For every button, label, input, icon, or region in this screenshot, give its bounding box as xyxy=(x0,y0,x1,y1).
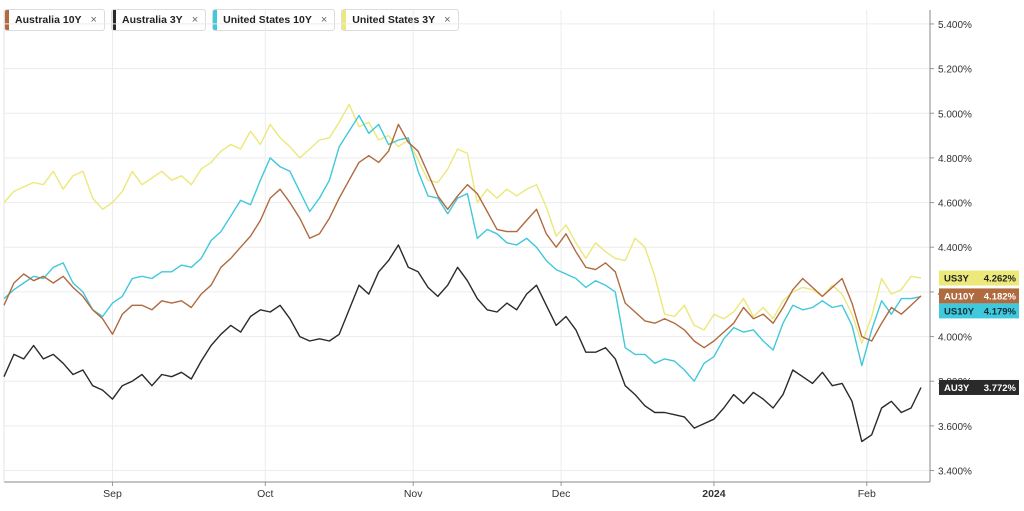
legend-chip[interactable]: United States 10Y × xyxy=(212,9,336,31)
close-icon[interactable]: × xyxy=(191,14,199,26)
y-tick-label: 4.800% xyxy=(938,154,972,165)
tag-background xyxy=(939,270,1019,286)
tag-last-value: 4.179% xyxy=(984,306,1017,317)
series-line-au10y xyxy=(3,123,922,349)
tag-last-value: 4.182% xyxy=(984,291,1017,302)
legend-swatch xyxy=(111,10,116,30)
last-value-tags: US3Y 4.262% AU10Y 4.182% US10Y 4.179% AU3Y 3.77… xyxy=(939,270,1019,395)
close-icon[interactable]: × xyxy=(320,14,328,26)
gridlines xyxy=(4,10,930,482)
axes: 3.400%3.600%3.800%4.000%4.200%4.400%4.60… xyxy=(3,10,972,500)
last-value-tag-au3y: AU3Y 3.772% xyxy=(939,379,1019,395)
tag-series-name: US3Y xyxy=(944,274,969,285)
legend-label: Australia 10Y xyxy=(15,14,82,26)
x-tick-label: 2024 xyxy=(702,488,726,500)
series-line-us10y xyxy=(3,114,922,382)
x-tick-label: Sep xyxy=(103,488,122,500)
series-lines xyxy=(3,103,922,443)
close-icon[interactable]: × xyxy=(444,14,451,26)
legend-chip[interactable]: Australia 10Y × xyxy=(4,9,105,31)
last-value-tag-us10y: US10Y 4.179% xyxy=(939,303,1019,319)
y-tick-label: 4.000% xyxy=(938,333,972,344)
y-tick-label: 5.400% xyxy=(938,20,972,31)
tag-series-name: US10Y xyxy=(944,306,975,317)
close-icon[interactable]: × xyxy=(90,14,97,26)
last-value-tag-us3y: US3Y 4.262% xyxy=(939,270,1019,286)
series-line-au3y xyxy=(3,244,922,443)
legend-label: United States 3Y xyxy=(352,14,436,26)
x-tick-label: Nov xyxy=(404,488,423,500)
legend-swatch xyxy=(213,10,218,30)
legend-label: United States 10Y xyxy=(223,14,312,26)
y-tick-label: 3.600% xyxy=(938,422,972,433)
y-tick-label: 3.400% xyxy=(938,467,972,478)
y-tick-label: 5.200% xyxy=(938,65,972,76)
legend-swatch xyxy=(342,10,347,30)
tag-last-value: 4.262% xyxy=(984,274,1017,285)
x-tick-label: Oct xyxy=(257,488,273,500)
x-tick-label: Feb xyxy=(858,488,876,500)
legend-swatch xyxy=(5,10,9,30)
last-value-tag-au10y: AU10Y 4.182% xyxy=(939,288,1019,304)
chart-legend: Australia 10Y × Australia 3Y × United States… xyxy=(4,9,459,31)
legend-chip[interactable]: United States 3Y × xyxy=(341,9,459,31)
series-line-us3y xyxy=(3,103,922,344)
tag-last-value: 3.772% xyxy=(984,383,1017,394)
tag-series-name: AU10Y xyxy=(944,291,975,302)
y-tick-label: 5.000% xyxy=(938,109,972,120)
tag-background xyxy=(939,303,1019,319)
tag-background xyxy=(939,379,1019,395)
tag-background xyxy=(939,288,1019,304)
tag-series-name: AU3Y xyxy=(944,383,970,394)
y-tick-label: 4.600% xyxy=(938,199,972,210)
legend-label: Australia 3Y xyxy=(121,14,183,26)
x-tick-label: Dec xyxy=(552,488,571,500)
y-tick-label: 4.400% xyxy=(938,243,972,254)
legend-chip[interactable]: Australia 3Y × xyxy=(110,9,207,31)
